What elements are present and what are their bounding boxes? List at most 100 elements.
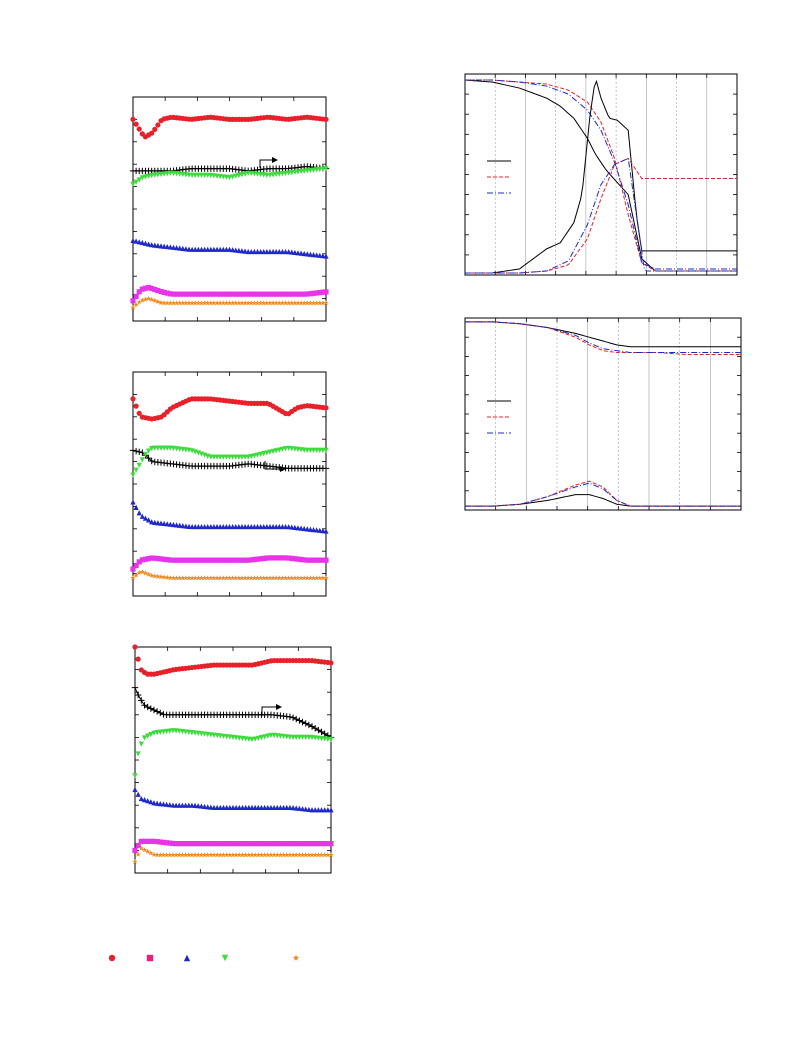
data-point — [320, 289, 326, 295]
data-point — [273, 555, 279, 561]
data-point — [211, 852, 217, 858]
data-point — [214, 575, 220, 581]
data-point — [145, 838, 151, 844]
data-point — [323, 405, 329, 411]
data-point — [141, 797, 148, 803]
plot-frame — [132, 96, 327, 322]
data-point — [173, 522, 180, 528]
legend — [487, 160, 511, 194]
series-2 — [131, 684, 335, 741]
data-point — [157, 709, 164, 717]
data-point — [236, 852, 242, 858]
data-point — [292, 291, 298, 297]
data-point — [161, 243, 167, 249]
data-point — [295, 250, 301, 256]
data-point — [249, 841, 255, 847]
data-point — [167, 557, 173, 563]
data-point — [236, 172, 242, 179]
data-point — [142, 285, 149, 291]
data-point — [245, 291, 251, 297]
series-line — [464, 79, 737, 272]
data-point — [261, 451, 267, 457]
data-point — [239, 300, 245, 306]
data-point — [155, 573, 161, 579]
data-point — [301, 300, 307, 306]
data-point — [150, 706, 158, 714]
data-point — [307, 167, 314, 174]
data-point — [252, 736, 258, 742]
data-point — [276, 300, 282, 306]
data-point — [155, 242, 161, 249]
data-point — [310, 251, 317, 258]
data-point — [323, 557, 329, 563]
data-point — [306, 841, 312, 847]
data-point — [304, 251, 310, 257]
data-point — [142, 296, 149, 302]
data-point — [289, 575, 295, 581]
data-point — [145, 448, 152, 454]
data-point — [296, 805, 302, 811]
data-point — [133, 179, 139, 185]
data-point — [258, 852, 265, 858]
data-point — [233, 300, 239, 306]
data-point — [132, 858, 138, 864]
data-point — [239, 172, 245, 178]
data-point — [314, 527, 320, 533]
data-point — [136, 239, 142, 245]
data-point — [230, 841, 236, 847]
data-point — [214, 300, 220, 306]
data-point — [167, 300, 174, 306]
data-point — [145, 454, 152, 462]
data-point — [195, 557, 201, 563]
data-point — [251, 300, 258, 306]
data-point — [152, 555, 158, 561]
data-point — [144, 703, 151, 711]
data-point — [289, 291, 295, 297]
data-point — [148, 457, 155, 465]
data-point — [301, 250, 307, 257]
data-point — [130, 298, 136, 304]
data-point — [301, 575, 307, 581]
data-point — [153, 708, 161, 715]
series-3 — [130, 166, 329, 187]
data-point — [155, 122, 161, 128]
data-point — [189, 852, 195, 858]
data-point — [226, 575, 233, 581]
data-point — [205, 557, 211, 563]
data-point — [252, 852, 258, 858]
data-point — [167, 244, 173, 250]
data-point — [265, 733, 271, 739]
data-point — [243, 841, 249, 847]
data-point — [164, 574, 170, 580]
data-point — [289, 555, 295, 562]
data-point — [208, 557, 214, 563]
data-point — [287, 852, 293, 858]
data-point — [214, 841, 220, 847]
series-line — [465, 321, 741, 348]
data-point — [239, 557, 245, 563]
data-point — [152, 242, 158, 248]
data-point — [135, 842, 141, 849]
data-point — [276, 447, 282, 453]
data-point — [267, 555, 273, 561]
data-point — [201, 575, 208, 581]
data-point — [157, 839, 163, 845]
data-point — [317, 557, 323, 563]
data-point — [144, 848, 151, 854]
data-point — [286, 713, 294, 721]
data-point — [152, 573, 158, 579]
data-point — [307, 526, 314, 532]
data-point — [258, 556, 264, 562]
data-point — [195, 852, 201, 858]
data-point — [267, 449, 273, 455]
data-point — [142, 174, 149, 180]
data-point — [286, 524, 292, 530]
data-point — [136, 448, 143, 456]
data-point — [298, 291, 304, 297]
series-4 — [130, 499, 329, 534]
data-point — [132, 786, 138, 792]
data-point — [277, 841, 284, 847]
series-line — [465, 79, 737, 274]
arrow-head — [276, 704, 282, 710]
data-point — [170, 852, 176, 858]
